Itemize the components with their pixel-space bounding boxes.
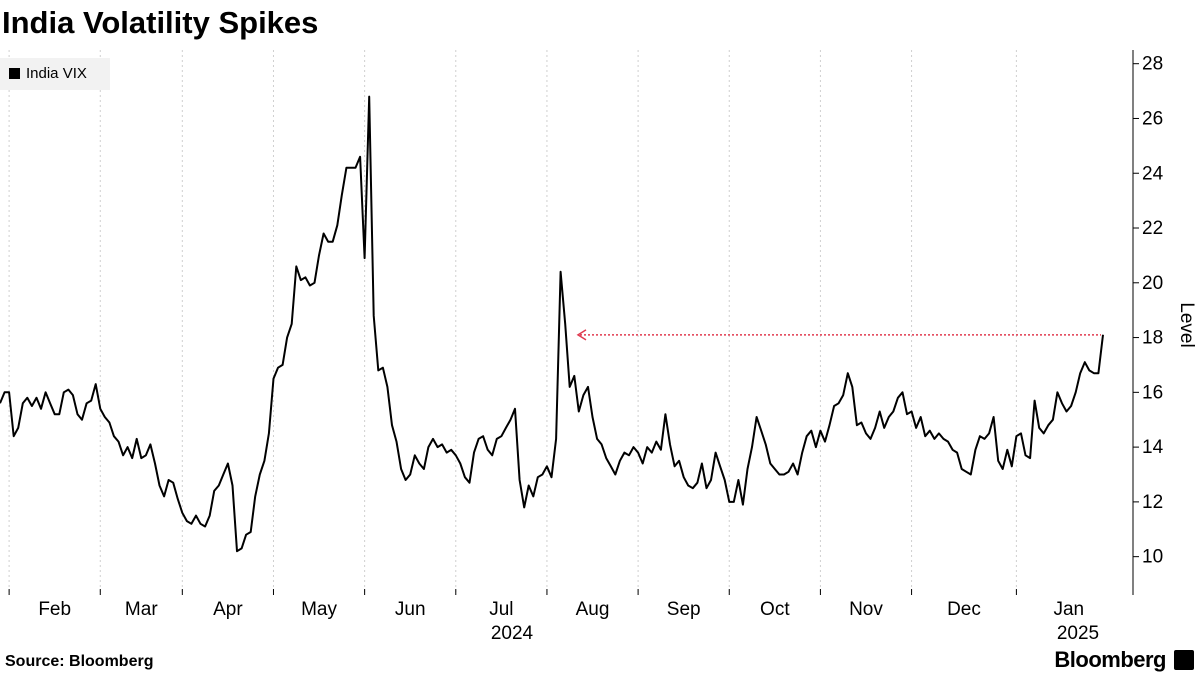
- source: Source: Bloomberg: [5, 653, 153, 670]
- x-tick-label: Jun: [395, 599, 426, 620]
- y-tick-label: 22: [1142, 218, 1163, 239]
- y-tick-label: 18: [1142, 328, 1163, 349]
- x-tick-label: Mar: [125, 599, 158, 620]
- y-tick-label: 10: [1142, 547, 1163, 568]
- x-tick-label: Nov: [849, 599, 883, 620]
- plot-area: 10 12 14 16 18 20 22 24 26 28 Feb Mar Apr May Jun Jul Au…: [0, 50, 1164, 620]
- annotation-arrowhead: [576, 329, 587, 341]
- brand: Bloomberg: [1054, 647, 1166, 672]
- legend-swatch: [9, 68, 20, 79]
- x-tick-label: May: [301, 599, 337, 620]
- y-tick-label: 12: [1142, 492, 1163, 513]
- x-tick-label: Jan: [1053, 599, 1084, 620]
- year-label: 2025: [1057, 623, 1099, 644]
- y-tick-label: 16: [1142, 382, 1163, 403]
- legend-label: India VIX: [26, 65, 87, 82]
- year-label: 2024: [491, 623, 534, 644]
- y-tick-label: 24: [1142, 163, 1164, 184]
- y-tick-label: 14: [1142, 437, 1164, 458]
- brand-icon: [1174, 650, 1194, 670]
- line-series: [0, 95, 1104, 553]
- chart-title: India Volatility Spikes: [2, 5, 318, 40]
- y-tick-label: 20: [1142, 273, 1163, 294]
- x-tick-label: Aug: [576, 599, 610, 620]
- y-axis-label: Level: [1176, 302, 1197, 347]
- y-tick-label: 28: [1142, 54, 1163, 75]
- x-tick-label: Apr: [213, 599, 243, 620]
- x-tick-label: Feb: [38, 599, 71, 620]
- x-tick-label: Jul: [489, 599, 513, 620]
- x-tick-label: Dec: [947, 599, 981, 620]
- x-tick-label: Oct: [760, 599, 790, 620]
- y-tick-label: 26: [1142, 108, 1163, 129]
- x-tick-label: Sep: [667, 599, 701, 620]
